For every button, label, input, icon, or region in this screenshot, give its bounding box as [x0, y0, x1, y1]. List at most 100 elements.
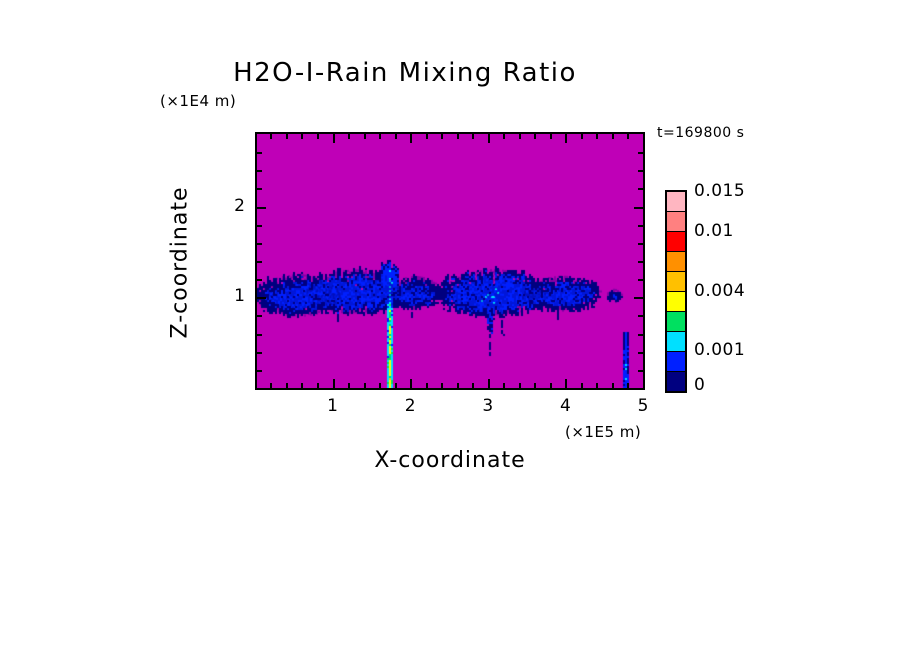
- x-axis-tick: [317, 383, 319, 388]
- x-axis-tick: [596, 134, 599, 139]
- x-axis-tick: [394, 383, 397, 388]
- y-axis-unit-label: (×1E4 m): [160, 92, 237, 110]
- x-axis-tick: [270, 134, 273, 139]
- x-axis-tick: [394, 134, 397, 139]
- colorbar-band: [667, 352, 685, 372]
- page-title: H2O-I-Rain Mixing Ratio: [233, 58, 577, 88]
- colorbar-label: 0.015: [694, 181, 746, 201]
- x-axis-tick: [441, 383, 444, 388]
- x-tick-label: 1: [327, 396, 338, 416]
- colorbar-band: [667, 332, 685, 352]
- y-axis-tick: [257, 297, 266, 300]
- colorbar-label: 0: [694, 375, 706, 396]
- colorbar-band: [667, 292, 685, 312]
- y-axis-tick: [638, 279, 643, 282]
- x-axis-tick: [580, 134, 583, 139]
- x-axis-tick: [285, 134, 288, 139]
- heatmap-canvas: [257, 134, 643, 388]
- x-axis-tick: [332, 134, 335, 143]
- x-axis-tick: [425, 134, 428, 139]
- y-axis-title: Z-coordinate: [160, 155, 200, 370]
- x-tick-label: 2: [404, 396, 416, 416]
- y-axis-tick: [257, 279, 262, 282]
- y-axis-tick: [257, 242, 262, 245]
- x-axis-tick: [441, 134, 444, 139]
- x-axis-tick: [285, 383, 288, 388]
- y-axis-tick: [634, 297, 643, 300]
- y-axis-tick: [257, 351, 262, 354]
- x-axis-tick: [596, 383, 599, 388]
- colorbar-band: [667, 272, 685, 292]
- x-axis-tick: [317, 134, 319, 139]
- y-tick-label: 2: [234, 195, 245, 216]
- x-axis-tick: [518, 134, 521, 139]
- x-tick-label: 5: [637, 396, 649, 416]
- x-tick-label: 3: [482, 396, 494, 416]
- x-axis-tick: [534, 134, 537, 139]
- colorbar-label: 0.001: [694, 340, 746, 361]
- x-axis-tick: [503, 134, 506, 139]
- x-axis-tick: [611, 383, 614, 388]
- x-axis-tick: [456, 383, 459, 388]
- y-axis-tick: [257, 170, 262, 173]
- x-axis-tick: [611, 134, 614, 139]
- y-axis-tick: [638, 369, 643, 372]
- y-axis-tick: [638, 152, 643, 155]
- y-axis-tick: [638, 224, 643, 227]
- y-axis-tick: [638, 261, 643, 263]
- x-axis-tick: [425, 383, 428, 388]
- x-axis-tick: [410, 379, 413, 388]
- x-axis-tick: [472, 134, 475, 139]
- x-axis-tick: [410, 134, 413, 143]
- y-axis-title-text: Z-coordinate: [167, 186, 193, 339]
- colorbar-band: [667, 312, 685, 332]
- colorbar-band: [667, 212, 685, 232]
- x-axis-tick: [549, 383, 552, 388]
- colorbar-label: 0.01: [694, 220, 734, 241]
- y-tick-label: 1: [234, 286, 245, 307]
- y-axis-tick: [257, 261, 262, 263]
- plot-area: [255, 132, 645, 390]
- x-axis-tick: [348, 134, 351, 139]
- y-axis-tick: [257, 188, 262, 191]
- x-axis-tick: [332, 379, 335, 388]
- x-axis-tick: [565, 134, 568, 143]
- x-axis-tick: [487, 134, 490, 143]
- y-axis-tick: [257, 152, 262, 155]
- y-axis-tick: [257, 315, 262, 318]
- colorbar-band: [667, 232, 685, 252]
- x-tick-label: 4: [559, 396, 571, 416]
- colorbar-band: [667, 252, 685, 272]
- x-axis-tick: [534, 383, 537, 388]
- x-axis-tick: [456, 134, 459, 139]
- y-axis-tick: [257, 333, 262, 336]
- colorbar-band: [667, 192, 685, 212]
- x-axis-tick: [487, 379, 490, 388]
- x-axis-tick: [549, 134, 552, 139]
- x-axis-tick: [379, 383, 382, 388]
- y-axis-tick: [638, 315, 643, 318]
- x-axis-tick: [270, 383, 273, 388]
- y-axis-tick: [634, 206, 643, 209]
- x-axis-tick: [363, 134, 366, 139]
- y-axis-tick: [638, 242, 643, 245]
- y-axis-tick: [257, 369, 262, 372]
- x-axis-title: X-coordinate: [374, 448, 526, 473]
- x-axis-tick: [379, 134, 382, 139]
- x-axis-tick: [580, 383, 583, 388]
- colorbar-band: [667, 372, 685, 391]
- x-axis-tick: [363, 383, 366, 388]
- x-axis-tick: [518, 383, 521, 388]
- x-axis-tick: [627, 134, 630, 139]
- y-axis-tick: [638, 170, 643, 173]
- x-axis-unit-label: (×1E5 m): [565, 423, 642, 441]
- y-axis-tick: [257, 206, 266, 209]
- colorbar-label: 0.004: [694, 280, 746, 301]
- x-axis-tick: [301, 134, 304, 139]
- y-axis-tick: [257, 224, 262, 227]
- colorbar: [665, 190, 687, 393]
- x-axis-tick: [301, 383, 304, 388]
- y-axis-tick: [638, 351, 643, 354]
- x-axis-tick: [472, 383, 475, 388]
